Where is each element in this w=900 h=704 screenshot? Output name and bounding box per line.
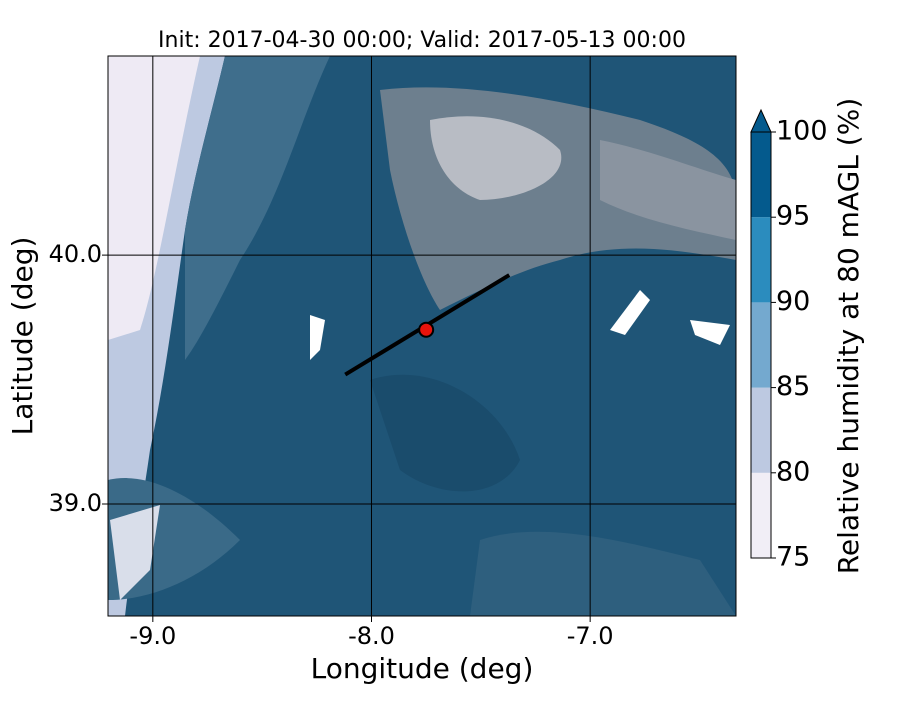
colorbar-segment bbox=[751, 302, 771, 388]
x-tick-label: -7.0 bbox=[567, 622, 614, 650]
colorbar-frame bbox=[750, 131, 772, 559]
colorbar-segment bbox=[751, 132, 771, 218]
colorbar-segment bbox=[751, 472, 771, 558]
y-tick-label: 40.0 bbox=[49, 240, 102, 268]
colorbar-extension bbox=[750, 108, 772, 133]
colorbar-tick-label: 90 bbox=[776, 286, 810, 317]
x-tick-label: -9.0 bbox=[129, 622, 176, 650]
y-tick-label: 39.0 bbox=[49, 489, 102, 517]
colorbar-tick-label: 100 bbox=[776, 116, 828, 147]
plot-frame bbox=[107, 55, 737, 617]
x-tick-label: -8.0 bbox=[348, 622, 395, 650]
y-axis-label: Latitude (deg) bbox=[6, 237, 39, 436]
colorbar-tick-label: 80 bbox=[776, 456, 810, 487]
colorbar-tick-label: 85 bbox=[776, 371, 810, 402]
map-field bbox=[108, 56, 736, 616]
x-axis-label: Longitude (deg) bbox=[311, 652, 534, 685]
colorbar-tick-label: 75 bbox=[776, 542, 810, 573]
colorbar-segment bbox=[751, 387, 771, 473]
colorbar-label: Relative humidity at 80 mAGL (%) bbox=[832, 98, 865, 575]
site-marker bbox=[418, 321, 435, 338]
chart-title: Init: 2017-04-30 00:00; Valid: 2017-05-1… bbox=[158, 28, 686, 53]
colorbar-tick-label: 95 bbox=[776, 201, 810, 232]
colorbar-segment bbox=[751, 217, 771, 303]
